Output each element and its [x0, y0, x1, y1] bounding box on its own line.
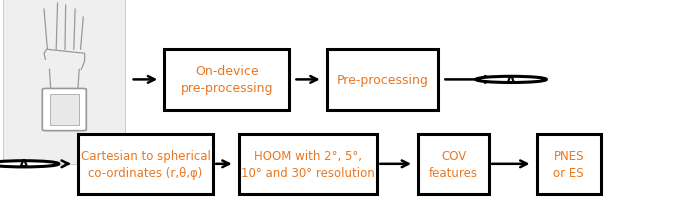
Ellipse shape: [0, 161, 59, 167]
FancyBboxPatch shape: [78, 134, 213, 194]
Text: Cartesian to spherical
co-ordinates (r,θ,φ): Cartesian to spherical co-ordinates (r,θ…: [81, 149, 211, 179]
Ellipse shape: [476, 77, 546, 83]
FancyBboxPatch shape: [326, 50, 439, 110]
FancyBboxPatch shape: [42, 89, 87, 131]
FancyBboxPatch shape: [165, 50, 290, 110]
Text: PNES
or ES: PNES or ES: [553, 149, 584, 179]
FancyBboxPatch shape: [537, 134, 601, 194]
FancyBboxPatch shape: [50, 95, 79, 125]
Text: A: A: [506, 74, 516, 86]
Text: On-device
pre-processing: On-device pre-processing: [181, 65, 273, 95]
Text: A: A: [19, 158, 28, 170]
Text: COV
features: COV features: [429, 149, 478, 179]
Text: HOOM with 2°, 5°,
10° and 30° resolution: HOOM with 2°, 5°, 10° and 30° resolution: [241, 149, 375, 179]
FancyBboxPatch shape: [239, 134, 378, 194]
FancyBboxPatch shape: [3, 0, 125, 164]
Text: Pre-processing: Pre-processing: [336, 74, 429, 86]
FancyBboxPatch shape: [418, 134, 489, 194]
